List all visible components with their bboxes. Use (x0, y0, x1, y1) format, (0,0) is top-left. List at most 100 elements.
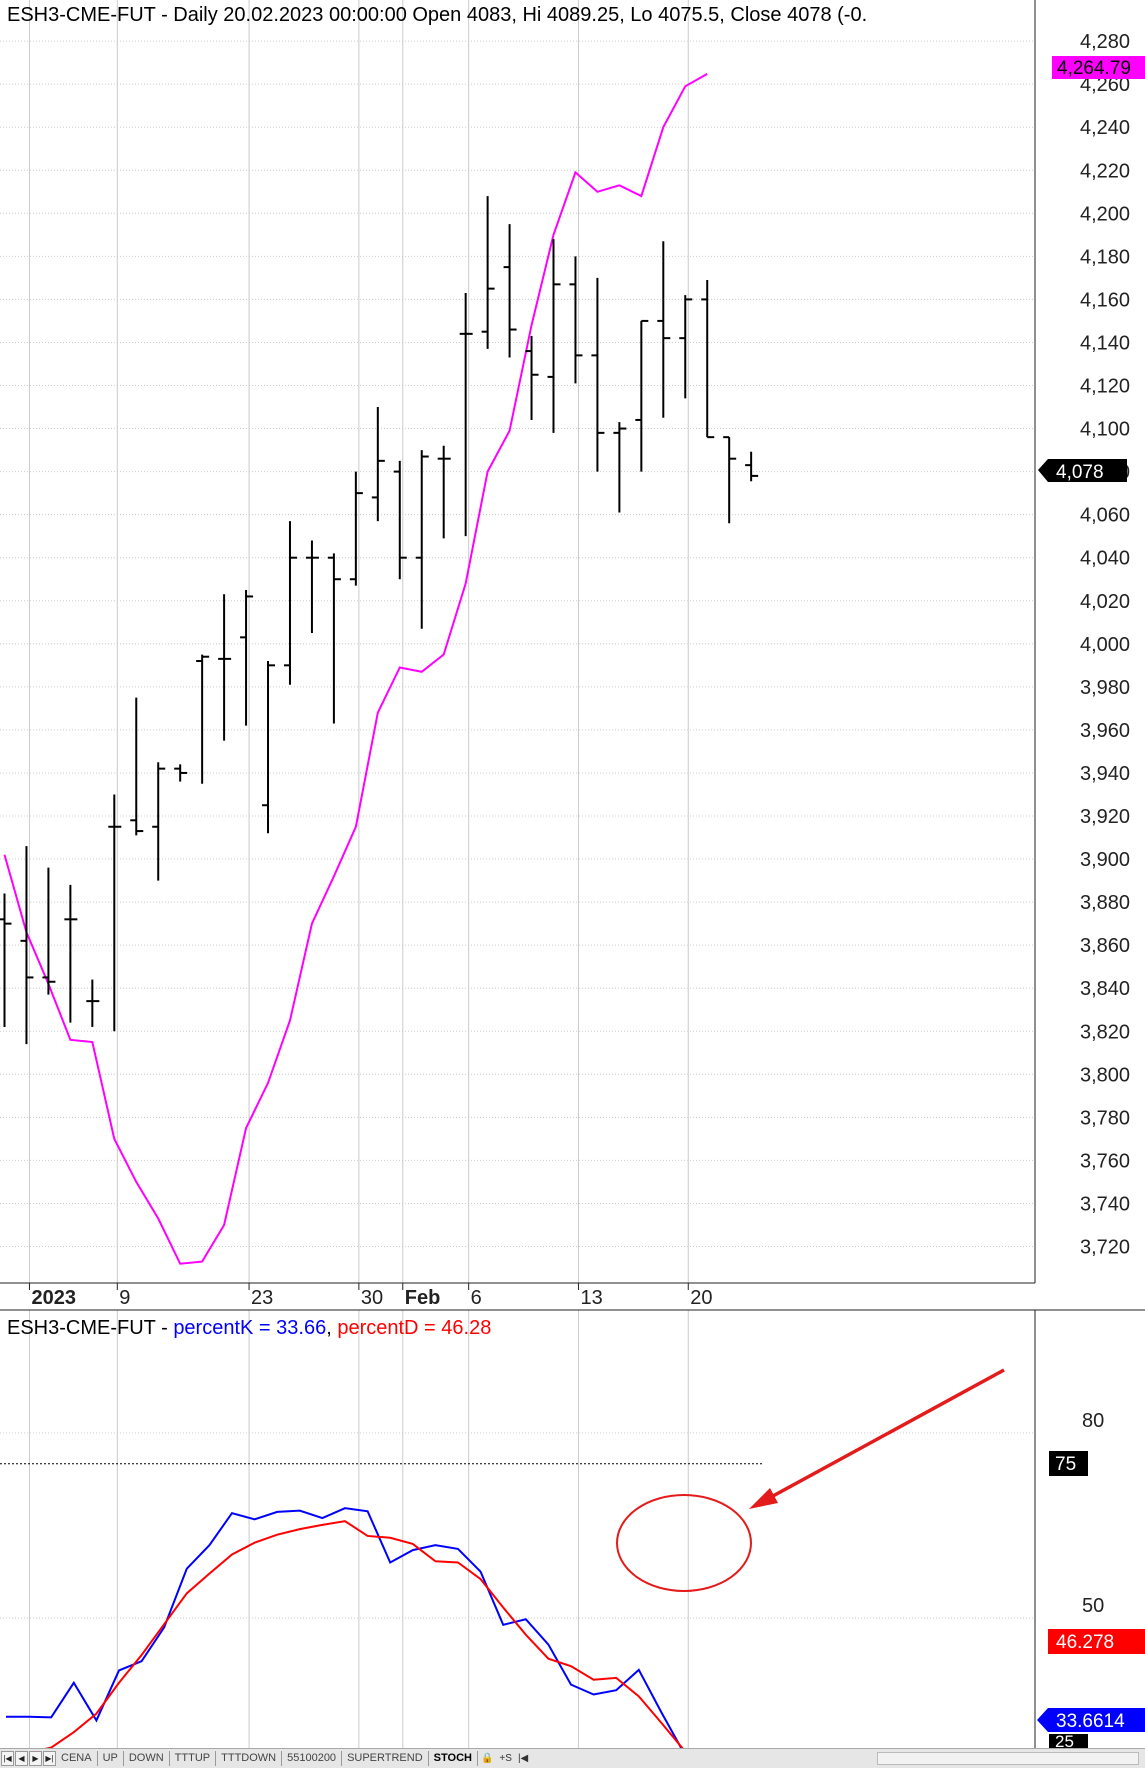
ohlc-bar[interactable] (196, 654, 210, 784)
ohlc-bar[interactable] (130, 697, 144, 836)
price-tick-label: 4,260 (1080, 74, 1130, 96)
price-tick-label: 3,920 (1080, 806, 1130, 828)
annotation-arrow-head (749, 1488, 778, 1509)
tab-nav-button[interactable]: ▶| (43, 1751, 56, 1766)
ohlc-bar[interactable] (305, 540, 319, 634)
tab-navigation: |◀ ◀ ▶ ▶| (0, 1751, 56, 1766)
tab-cena[interactable]: CENA (56, 1751, 98, 1766)
ohlc-bar[interactable] (262, 661, 276, 834)
price-tick-label: 4,280 (1080, 31, 1130, 53)
crossover-annotation (616, 1368, 1005, 1592)
price-axis-labels: 3,720 3,740 3,760 3,780 3,800 3,820 3,840 3,860… (1080, 31, 1130, 1617)
ohlc-bar[interactable] (503, 224, 517, 358)
ohlc-bar[interactable] (240, 589, 254, 726)
price-tick-label: 3,820 (1080, 1021, 1130, 1043)
ohlc-bar[interactable] (64, 884, 78, 1023)
tab-supertrend[interactable]: SUPERTREND (342, 1751, 429, 1766)
tab-nav-button[interactable]: |◀ (1, 1751, 14, 1766)
ohlc-bar[interactable] (283, 521, 297, 685)
ohlc-bar[interactable] (701, 280, 715, 439)
ohlc-bar[interactable] (613, 422, 627, 513)
date-tick-label: 13 (580, 1287, 602, 1309)
ohlc-bar[interactable] (459, 292, 473, 537)
ohlc-bar[interactable] (745, 451, 759, 482)
date-axis-labels: 2023 9 23 30 Feb 6 13 20 (28, 1283, 713, 1309)
date-tick-label: Feb (405, 1287, 441, 1309)
ohlc-bar[interactable] (723, 436, 737, 524)
price-tick-label: 4,220 (1080, 160, 1130, 182)
stoch-tick-label: 80 (1082, 1410, 1104, 1432)
ohlc-bar[interactable] (42, 867, 56, 995)
stoch-panel-header: ESH3-CME-FUT - percentK = 33.66, percent… (7, 1317, 491, 1339)
annotation-arrow-shaft (761, 1368, 1005, 1504)
price-tick-label: 3,800 (1080, 1064, 1130, 1086)
tab-55100200[interactable]: 55100200 (282, 1751, 343, 1766)
percentK-legend: percentK = 33.66 (173, 1317, 326, 1339)
ohlc-bar[interactable] (657, 241, 671, 418)
level-75-tag: 75 (1049, 1451, 1088, 1476)
tab-tttup[interactable]: TTTUP (170, 1751, 217, 1766)
date-tick-label: 30 (361, 1287, 383, 1309)
sheet-tab-bar: |◀ ◀ ▶ ▶| CENA UP DOWN TTTUP TTTDOWN 55100200 SUP… (0, 1748, 1145, 1768)
ohlc-bar[interactable] (569, 256, 583, 384)
ohlc-bar[interactable] (371, 407, 385, 522)
stochastic-lines[interactable] (6, 1507, 684, 1748)
upper-line-path (3, 72, 708, 1265)
upper-indicator-line (3, 72, 708, 1265)
price-tick-label: 3,740 (1080, 1193, 1130, 1215)
price-tick-label: 3,860 (1080, 935, 1130, 957)
tab-down[interactable]: DOWN (124, 1751, 170, 1766)
tab-nav-button[interactable]: ▶ (29, 1751, 42, 1766)
price-tick-label: 4,000 (1080, 634, 1130, 656)
ohlc-bar[interactable] (591, 277, 605, 472)
ohlc-bar[interactable] (218, 594, 232, 741)
price-tick-label: 3,940 (1080, 763, 1130, 785)
tab-up[interactable]: UP (98, 1751, 124, 1766)
tab-stoch[interactable]: STOCH (429, 1751, 478, 1766)
tab-tool-icons: 🔒 +S |◀ (478, 1751, 531, 1766)
percentK-value-label: 33.6614 (1056, 1711, 1125, 1732)
last-price-label: 4,078 (1056, 462, 1104, 483)
ohlc-bar[interactable] (20, 846, 34, 1045)
ohlc-bar[interactable] (481, 196, 495, 349)
ohlc-bar[interactable] (152, 762, 166, 881)
ohlc-bar[interactable] (393, 460, 407, 580)
ohlc-bar[interactable] (679, 295, 693, 399)
price-tick-label: 4,180 (1080, 246, 1130, 268)
price-tick-label: 4,140 (1080, 332, 1130, 354)
ohlc-bar[interactable] (108, 794, 122, 1032)
ohlc-bar[interactable] (174, 764, 188, 782)
price-tick-label: 4,200 (1080, 203, 1130, 225)
percentK-line[interactable] (6, 1507, 684, 1748)
price-tick-label: 3,720 (1080, 1237, 1130, 1259)
price-tick-label: 3,980 (1080, 677, 1130, 699)
date-tick-label: 23 (251, 1287, 273, 1309)
date-tick-label: 20 (690, 1287, 712, 1309)
tab-tool-icon[interactable]: |◀ (517, 1753, 529, 1764)
ohlc-bar[interactable] (0, 893, 12, 1027)
tab-tool-icon[interactable]: +S (499, 1753, 512, 1764)
tab-tttdown[interactable]: TTTDOWN (216, 1751, 283, 1766)
tab-tool-icon[interactable]: 🔒 (480, 1753, 494, 1764)
percentD-line[interactable] (6, 1520, 684, 1748)
horizontal-scrollbar[interactable] (877, 1752, 1139, 1765)
ohlc-bar[interactable] (437, 445, 451, 539)
price-tick-label: 4,060 (1080, 505, 1130, 527)
annotation-ellipse (616, 1494, 752, 1592)
ohlc-bar[interactable] (86, 979, 100, 1027)
ohlc-bar[interactable] (635, 319, 649, 472)
price-tick-label: 3,760 (1080, 1150, 1130, 1172)
ohlc-bar[interactable] (349, 471, 363, 586)
price-panel-header: ESH3-CME-FUT - Daily 20.02.2023 00:00:00… (7, 4, 867, 26)
ohlc-bar[interactable] (525, 335, 539, 420)
ohlc-bar[interactable] (327, 553, 341, 724)
percentD-value-tag: 46.278 (1048, 1629, 1145, 1654)
tab-nav-button[interactable]: ◀ (15, 1751, 28, 1766)
ohlc-bars[interactable] (0, 196, 759, 1045)
ohlc-bar[interactable] (547, 239, 561, 433)
ohlc-bar[interactable] (415, 450, 429, 629)
price-tick-label: 4,240 (1080, 117, 1130, 139)
price-tick-label: 4,100 (1080, 419, 1130, 441)
